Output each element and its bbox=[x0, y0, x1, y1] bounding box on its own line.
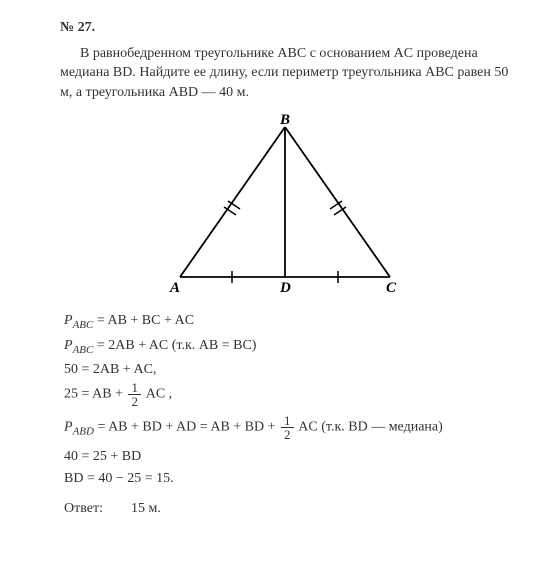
solution-block: PABC = AB + BC + AC PABC = 2AB + AC (т.к… bbox=[64, 311, 510, 518]
line1-rest: = AB + BC + AC bbox=[93, 313, 194, 328]
abc-sub: ABC bbox=[73, 319, 94, 331]
p-symbol-3: P bbox=[64, 420, 73, 435]
frac-num: 1 bbox=[128, 381, 141, 395]
solution-line-2: PABC = 2AB + AC (т.к. AB = BC) bbox=[64, 336, 510, 358]
frac-num-2: 1 bbox=[281, 414, 294, 428]
answer-label: Ответ: bbox=[64, 501, 103, 516]
figure-container: A B C D bbox=[60, 112, 510, 297]
vertex-label-d: D bbox=[279, 280, 291, 296]
line5-mid: = AB + BD + AD = AB + BD + bbox=[94, 420, 279, 435]
abd-sub: ABD bbox=[73, 426, 94, 438]
solution-line-7: BD = 40 − 25 = 15. bbox=[64, 469, 510, 489]
problem-number: № 27. bbox=[60, 18, 510, 38]
abc-sub-2: ABC bbox=[73, 343, 94, 355]
solution-line-6: 40 = 25 + BD bbox=[64, 447, 510, 467]
p-symbol-2: P bbox=[64, 338, 73, 353]
side-bc bbox=[285, 127, 390, 277]
line4-post: AC , bbox=[146, 387, 172, 402]
problem-statement: В равнобедренном треугольнике ABC с осно… bbox=[60, 44, 510, 103]
fraction-half-2: 1 2 bbox=[281, 414, 294, 441]
solution-line-1: PABC = AB + BC + AC bbox=[64, 311, 510, 333]
p-symbol: P bbox=[64, 313, 73, 328]
vertex-label-a: A bbox=[169, 280, 180, 296]
frac-den-2: 2 bbox=[281, 428, 294, 441]
triangle-diagram: A B C D bbox=[150, 112, 420, 297]
line5-post: AC (т.к. BD — медиана) bbox=[298, 420, 443, 435]
vertex-label-b: B bbox=[279, 112, 290, 128]
answer-block: Ответ: 15 м. bbox=[64, 499, 510, 519]
line2-rest: = 2AB + AC (т.к. AB = BC) bbox=[93, 338, 256, 353]
side-ab bbox=[180, 127, 285, 277]
solution-line-3: 50 = 2AB + AC, bbox=[64, 360, 510, 380]
line4-pre: 25 = AB + bbox=[64, 387, 126, 402]
solution-line-5: PABD = AB + BD + AD = AB + BD + 1 2 AC (… bbox=[64, 414, 510, 441]
answer-value: 15 м. bbox=[106, 501, 160, 516]
fraction-half-1: 1 2 bbox=[128, 381, 141, 408]
tick-ab bbox=[224, 201, 240, 215]
frac-den: 2 bbox=[128, 395, 141, 408]
solution-line-4: 25 = AB + 1 2 AC , bbox=[64, 381, 510, 408]
vertex-label-c: C bbox=[386, 280, 397, 296]
tick-bc bbox=[330, 201, 346, 215]
